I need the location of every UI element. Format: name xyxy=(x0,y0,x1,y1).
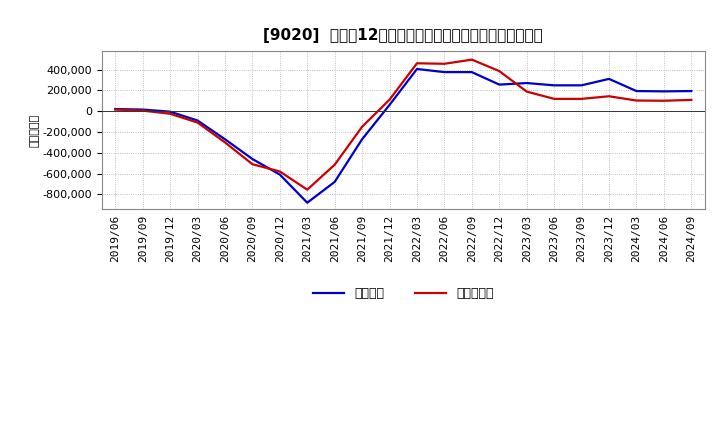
当期純利益 xyxy=(138,108,147,113)
経常利益 xyxy=(687,88,696,94)
経常利益 xyxy=(220,136,229,142)
当期純利益 xyxy=(303,187,312,192)
経常利益 xyxy=(385,102,394,107)
Line: 当期純利益: 当期純利益 xyxy=(115,60,691,190)
経常利益 xyxy=(248,156,257,161)
当期純利益 xyxy=(660,98,668,103)
経常利益 xyxy=(550,83,559,88)
当期純利益 xyxy=(193,120,202,125)
経常利益 xyxy=(577,83,586,88)
当期純利益 xyxy=(495,69,503,74)
経常利益 xyxy=(276,172,284,177)
経常利益 xyxy=(660,89,668,94)
経常利益 xyxy=(495,82,503,87)
Line: 経常利益: 経常利益 xyxy=(115,69,691,203)
当期純利益 xyxy=(605,94,613,99)
経常利益 xyxy=(632,88,641,94)
当期純利益 xyxy=(413,61,421,66)
当期純利益 xyxy=(632,98,641,103)
当期純利益 xyxy=(358,124,366,129)
経常利益 xyxy=(166,109,174,114)
Title: [9020]  利益の12か月移動合計の対前年同期増減額の推移: [9020] 利益の12か月移動合計の対前年同期増減額の推移 xyxy=(264,28,543,43)
当期純利益 xyxy=(385,97,394,103)
当期純利益 xyxy=(276,169,284,174)
当期純利益 xyxy=(330,162,339,167)
当期純利益 xyxy=(550,96,559,102)
当期純利益 xyxy=(440,61,449,66)
Y-axis label: （百万円）: （百万円） xyxy=(30,114,40,147)
経常利益 xyxy=(440,70,449,75)
経常利益 xyxy=(138,107,147,112)
当期純利益 xyxy=(111,107,120,112)
経常利益 xyxy=(330,179,339,184)
経常利益 xyxy=(193,118,202,123)
当期純利益 xyxy=(467,57,476,62)
当期純利益 xyxy=(687,97,696,103)
経常利益 xyxy=(111,106,120,112)
経常利益 xyxy=(467,70,476,75)
経常利益 xyxy=(413,66,421,72)
当期純利益 xyxy=(166,111,174,116)
当期純利益 xyxy=(577,96,586,102)
経常利益 xyxy=(605,76,613,81)
経常利益 xyxy=(523,81,531,86)
当期純利益 xyxy=(248,161,257,167)
経常利益 xyxy=(358,136,366,142)
当期純利益 xyxy=(220,140,229,145)
Legend: 経常利益, 当期純利益: 経常利益, 当期純利益 xyxy=(307,282,499,305)
経常利益 xyxy=(303,200,312,205)
当期純利益 xyxy=(523,89,531,94)
